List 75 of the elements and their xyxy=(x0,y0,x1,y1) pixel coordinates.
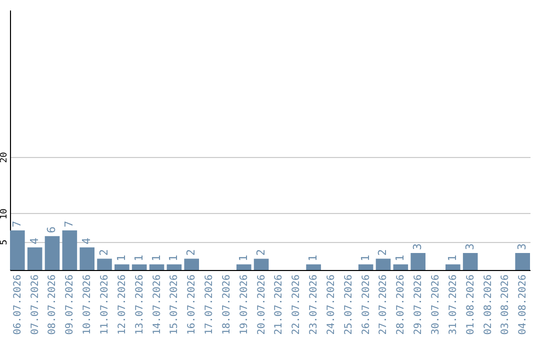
data-label: 1 xyxy=(358,254,372,262)
x-tick-label: 04.08.2026 xyxy=(518,274,529,335)
data-label: 1 xyxy=(167,254,180,262)
bar xyxy=(306,264,321,270)
data-label: 7 xyxy=(10,220,24,228)
x-tick-label: 31.07.2026 xyxy=(448,274,459,335)
bar xyxy=(358,264,374,270)
y-tick-label: 10 xyxy=(0,208,10,220)
data-label: 1 xyxy=(150,254,163,262)
x-tick-label: 23.07.2026 xyxy=(308,274,320,335)
x-tick-label: 29.07.2026 xyxy=(413,274,424,335)
x-tick-label: 28.07.2026 xyxy=(396,274,407,335)
x-tick-label: 08.07.2026 xyxy=(47,274,58,335)
x-tick-label: 14.07.2026 xyxy=(152,274,163,335)
bar xyxy=(10,230,25,270)
x-tick-label: 02.08.2026 xyxy=(482,274,494,335)
bar xyxy=(462,253,478,270)
bar xyxy=(114,264,130,270)
data-label: 2 xyxy=(98,249,111,256)
x-tick-label: 01.08.2026 xyxy=(465,274,476,335)
bar xyxy=(393,264,408,270)
bar xyxy=(184,258,200,270)
data-label: 6 xyxy=(45,226,58,234)
data-label: 3 xyxy=(411,243,424,250)
bar xyxy=(236,264,252,270)
x-tick-label: 25.07.2026 xyxy=(343,274,354,335)
data-label: 1 xyxy=(446,254,459,262)
data-label: 3 xyxy=(463,243,476,250)
x-tick-label: 17.07.2026 xyxy=(204,274,216,335)
data-label: 1 xyxy=(306,254,320,262)
x-tick-label: 21.07.2026 xyxy=(274,274,285,335)
bar xyxy=(376,258,391,270)
x-tick-label: 16.07.2026 xyxy=(186,274,198,335)
bar xyxy=(149,264,164,270)
bar xyxy=(97,258,112,270)
x-tick-label: 24.07.2026 xyxy=(326,274,337,335)
x-tick-label: 22.07.2026 xyxy=(291,274,302,335)
x-tick-label: 13.07.2026 xyxy=(134,274,146,335)
bar xyxy=(80,247,94,270)
bar xyxy=(44,236,60,270)
x-tick-label: 03.08.2026 xyxy=(500,274,512,335)
x-tick-label: 27.07.2026 xyxy=(378,274,390,335)
y-tick-label: 5 xyxy=(0,240,10,245)
data-label: 1 xyxy=(236,254,250,262)
x-tick-label: 09.07.2026 xyxy=(64,274,76,335)
bar xyxy=(254,258,269,270)
x-tick-label: 18.07.2026 xyxy=(221,274,232,335)
data-label: 3 xyxy=(516,243,529,250)
x-tick-label: 20.07.2026 xyxy=(256,274,268,335)
y-tick-label: 20 xyxy=(0,152,10,163)
bar xyxy=(166,264,182,270)
bar xyxy=(27,247,42,270)
data-label: 2 xyxy=(254,249,268,256)
data-label: 2 xyxy=(376,249,390,256)
x-tick-label: 10.07.2026 xyxy=(82,274,94,335)
bar xyxy=(410,253,426,270)
bar xyxy=(62,230,78,270)
data-label: 4 xyxy=(28,237,41,244)
data-label: 1 xyxy=(114,254,128,262)
x-tick-label: 11.07.2026 xyxy=(100,274,111,335)
bar xyxy=(132,264,147,270)
data-label: 4 xyxy=(80,237,94,244)
x-tick-label: 30.07.2026 xyxy=(430,274,442,335)
x-tick-label: 19.07.2026 xyxy=(238,274,250,335)
data-label: 7 xyxy=(62,220,76,228)
x-tick-label: 26.07.2026 xyxy=(360,274,372,335)
bar xyxy=(515,253,530,270)
bar xyxy=(446,264,460,270)
data-label: 1 xyxy=(132,254,146,262)
x-tick-label: 12.07.2026 xyxy=(116,274,128,335)
x-tick-label: 15.07.2026 xyxy=(169,274,180,335)
x-tick-label: 06.07.2026 xyxy=(12,274,24,335)
data-label: 2 xyxy=(184,249,198,256)
x-tick-label: 07.07.2026 xyxy=(30,274,41,335)
data-label: 1 xyxy=(394,254,407,262)
